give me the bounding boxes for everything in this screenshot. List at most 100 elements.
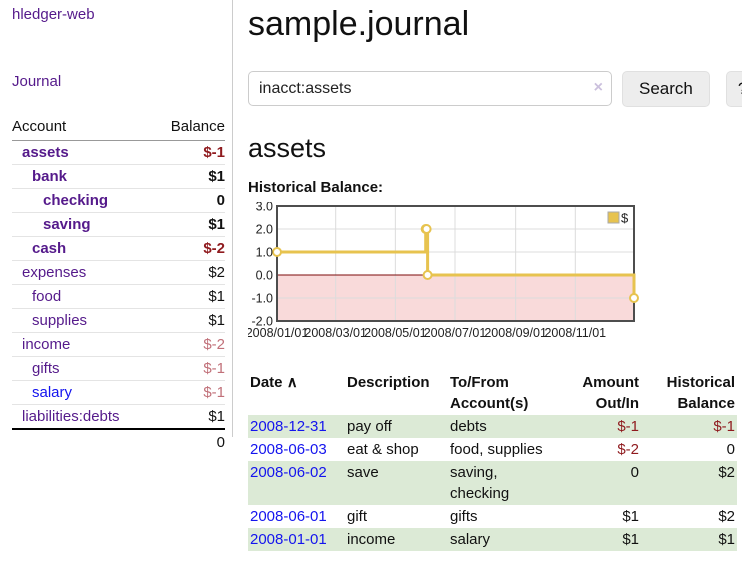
account-link[interactable]: saving [43, 216, 91, 233]
account-link[interactable]: supplies [32, 312, 88, 329]
register-row: 2008-06-03 eat & shop food, supplies $-2… [248, 438, 737, 461]
x-tick-label: 2008/09/01 [484, 326, 547, 340]
account-link[interactable]: salary [32, 384, 73, 401]
transaction-amount: $-1 [617, 418, 639, 435]
account-balance: 0 [216, 192, 225, 209]
y-tick-label: 3.0 [256, 202, 273, 214]
x-tick-label: 2008/07/01 [424, 326, 487, 340]
account-column-header: Account [12, 118, 67, 135]
account-balance: $-1 [203, 144, 225, 161]
account-balance: $-1 [203, 360, 225, 377]
transaction-amount: 0 [630, 464, 639, 481]
x-tick-label: 2008/03/01 [304, 326, 367, 340]
account-row: income $-2 [12, 333, 225, 357]
account-row: assets $-1 [12, 141, 225, 165]
register-row: 2008-06-01 gift gifts $1 $2 [248, 505, 737, 528]
account-link[interactable]: expenses [22, 264, 87, 281]
accounts-rows: assets $-1 bank $1 checking 0 saving $1 … [12, 141, 225, 428]
transaction-accounts: debts [450, 418, 487, 435]
account-link[interactable]: assets [22, 144, 69, 161]
chart-label: Historical Balance: [248, 179, 384, 196]
account-row: saving $1 [12, 213, 225, 237]
transaction-accounts: salary [450, 531, 491, 548]
register-header-row: Date ∧ Description To/From Account(s) Am… [248, 371, 737, 415]
account-balance: $1 [208, 312, 225, 329]
account-link[interactable]: bank [32, 168, 68, 185]
y-tick-label: -1.0 [251, 292, 273, 306]
account-row: food $1 [12, 285, 225, 309]
legend-swatch [607, 211, 620, 224]
account-balance: $-2 [203, 336, 225, 353]
transaction-balance: 0 [726, 441, 735, 458]
register-rows: 2008-12-31 pay off debts $-1 $-1 2008-06… [248, 415, 737, 551]
search-input[interactable] [248, 71, 612, 106]
account-row: gifts $-1 [12, 357, 225, 381]
transaction-amount: $1 [622, 531, 639, 548]
account-balance: $1 [208, 288, 225, 305]
transaction-description: income [347, 531, 396, 548]
transaction-date-link[interactable]: 2008-06-02 [250, 464, 327, 481]
accounts-table: Account Balance assets $-1 bank $1 check… [12, 116, 225, 455]
clear-search-icon[interactable]: × [593, 79, 603, 96]
column-header-balance: Historical Balance [666, 374, 735, 412]
register-row: 2008-01-01 income salary $1 $1 [248, 528, 737, 551]
account-row: expenses $2 [12, 261, 225, 285]
column-header-description: Description [347, 374, 430, 391]
transaction-date-link[interactable]: 2008-01-01 [250, 531, 327, 548]
sidebar-item-journal[interactable]: Journal [12, 73, 62, 90]
historical-balance-chart: $3.0 2.0 1.0 0.0 -1.0 -2.0 2008/01/01 2008/03/0… [246, 200, 742, 350]
transaction-balance: $-1 [713, 418, 735, 435]
transaction-date-link[interactable]: 2008-06-01 [250, 508, 327, 525]
account-balance: $2 [208, 264, 225, 281]
account-link[interactable]: income [22, 336, 71, 353]
transaction-date-link[interactable]: 2008-12-31 [250, 418, 327, 435]
account-balance: $1 [208, 216, 225, 233]
register-table: Date ∧ Description To/From Account(s) Am… [248, 371, 737, 551]
account-row: bank $1 [12, 165, 225, 189]
account-balance: $-1 [203, 384, 225, 401]
account-link[interactable]: checking [43, 192, 109, 209]
accounts-table-header: Account Balance [12, 116, 225, 141]
data-point-marker [272, 247, 282, 257]
legend-label: $ [621, 211, 629, 226]
sort-ascending-icon: ∧ [286, 374, 298, 391]
account-balance: $1 [208, 168, 225, 185]
search-form: × Search ? [248, 71, 742, 107]
y-tick-label: 0.0 [256, 269, 273, 283]
account-balance: $-2 [203, 240, 225, 257]
data-point-marker [421, 224, 432, 234]
account-row: supplies $1 [12, 309, 225, 333]
register-row: 2008-06-02 save saving, checking 0 $2 [248, 461, 737, 505]
transaction-balance: $1 [718, 531, 735, 548]
transaction-balance: $2 [718, 464, 735, 481]
balance-column-header: Balance [170, 118, 225, 135]
app-title-link[interactable]: hledger-web [12, 6, 95, 23]
account-link[interactable]: gifts [32, 360, 60, 377]
transaction-description: save [347, 464, 379, 481]
transaction-date-link[interactable]: 2008-06-03 [250, 441, 327, 458]
column-header-amount: Amount Out/In [582, 374, 639, 412]
transaction-accounts: food, supplies [450, 441, 543, 458]
x-tick-label: 2008/11/01 [544, 326, 606, 340]
y-tick-label: 1.0 [256, 246, 273, 260]
column-header-date[interactable]: Date ∧ [250, 374, 298, 391]
x-tick-label: 2008/05/01 [364, 326, 427, 340]
data-point-marker [422, 270, 433, 280]
transaction-balance: $2 [718, 508, 735, 525]
y-tick-label: -2.0 [251, 315, 273, 329]
search-button[interactable]: Search [622, 71, 710, 107]
plot-border [276, 205, 635, 322]
transaction-description: gift [347, 508, 368, 525]
chart-svg: $3.0 2.0 1.0 0.0 -1.0 -2.02008/01/012008/03/0… [246, 200, 639, 340]
account-link[interactable]: liabilities:debts [22, 408, 120, 425]
account-link[interactable]: food [32, 288, 62, 305]
transaction-description: eat & shop [347, 441, 419, 458]
column-header-accounts: To/From Account(s) [450, 374, 529, 412]
account-row: checking 0 [12, 189, 225, 213]
account-page-title: assets [248, 133, 327, 163]
account-balance: $1 [208, 408, 225, 425]
help-button[interactable]: ? [725, 71, 742, 107]
data-point-marker [629, 293, 639, 303]
account-link[interactable]: cash [32, 240, 67, 257]
account-row: salary $-1 [12, 381, 225, 405]
